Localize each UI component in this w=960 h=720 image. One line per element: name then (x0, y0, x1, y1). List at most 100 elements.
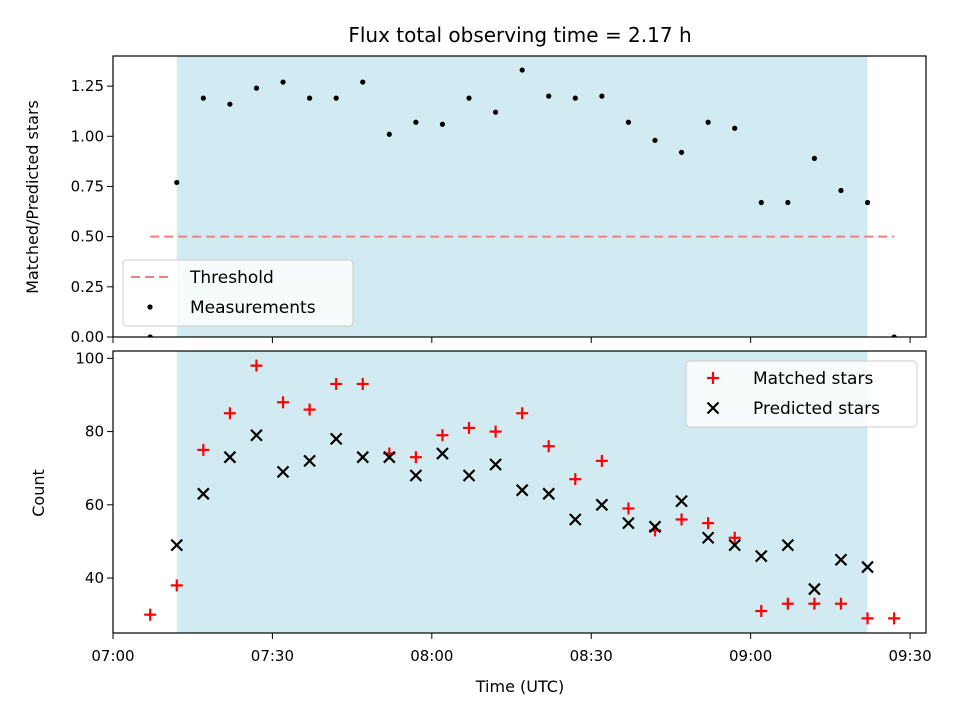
data-point (280, 79, 286, 85)
y-ticks: 0.00 0.25 0.50 0.75 1.00 1.25 (71, 77, 113, 346)
data-point (599, 93, 605, 99)
data-point (223, 407, 236, 420)
data-point (781, 538, 795, 552)
data-point (834, 553, 848, 567)
plot-area (147, 67, 897, 337)
data-point (781, 597, 794, 610)
data-point (200, 95, 206, 101)
data-point (333, 95, 339, 101)
y-tick-label: 100 (75, 349, 104, 367)
series-predicted-stars (170, 428, 874, 596)
data-point (516, 407, 529, 420)
data-point (701, 531, 715, 545)
data-point (572, 95, 578, 101)
data-point (515, 483, 529, 497)
data-point (329, 432, 343, 446)
data-point (276, 465, 290, 479)
data-point (811, 155, 818, 161)
y-tick-label: 1.25 (71, 77, 104, 95)
y-tick-label: 0.25 (71, 278, 104, 296)
data-point (622, 516, 635, 530)
plot-area (144, 359, 901, 625)
data-point (702, 517, 715, 530)
data-point (622, 502, 635, 515)
legend-handle (147, 304, 153, 310)
data-point (174, 179, 180, 186)
legend-label: Threshold (189, 268, 274, 288)
data-point (227, 101, 233, 107)
data-point (436, 429, 449, 442)
x-tick-label: 07:00 (91, 647, 134, 665)
x-tick-label: 08:30 (570, 647, 613, 665)
axes-frame (112, 350, 927, 634)
data-point (303, 454, 316, 468)
data-point (861, 560, 874, 574)
y-tick-label: 0.00 (71, 328, 104, 346)
data-point (861, 612, 874, 625)
data-point (569, 513, 582, 526)
data-point (754, 549, 768, 563)
data-point (625, 119, 632, 125)
bottom-y-axis-label: Count (29, 469, 48, 517)
data-point (864, 199, 871, 206)
data-point (838, 187, 844, 194)
data-point (170, 579, 183, 592)
data-point (463, 421, 476, 434)
x-tick-label: 07:30 (251, 647, 294, 665)
y-tick-label: 1.00 (71, 127, 104, 145)
data-point (170, 538, 184, 552)
data-point (546, 93, 552, 99)
data-point (223, 450, 237, 464)
data-point (197, 443, 210, 456)
data-point (542, 440, 555, 453)
data-point (705, 119, 711, 125)
legend-label: Matched stars (753, 369, 873, 389)
data-point (197, 487, 210, 501)
y-ticks: 40 60 80 100 (75, 349, 113, 587)
data-point (678, 149, 685, 155)
top-y-axis-label: Matched/Predicted stars (23, 100, 42, 294)
data-point (253, 85, 260, 91)
data-point (462, 469, 476, 482)
legend-box (122, 259, 354, 327)
top-panel: 0.00 0.25 0.50 0.75 1.00 1.25 Threshold Measure… (71, 55, 927, 346)
legend: Threshold Measurements (122, 259, 354, 327)
data-point (675, 513, 688, 526)
x-tick-label: 08:00 (410, 647, 453, 665)
data-point (542, 487, 556, 501)
data-point (785, 199, 791, 206)
y-tick-label: 0.75 (71, 177, 104, 195)
data-point (436, 447, 449, 460)
data-point (808, 582, 821, 596)
series-matched-stars (144, 359, 901, 625)
data-point (595, 454, 608, 467)
data-point (648, 520, 662, 534)
y-tick-label: 40 (85, 569, 104, 587)
data-point (728, 538, 741, 552)
data-point (277, 396, 290, 409)
series-measurements (147, 67, 897, 337)
data-point (250, 428, 263, 442)
data-point (409, 469, 423, 482)
data-point (888, 612, 901, 625)
legend-handle (707, 372, 719, 384)
x-ticks: 07:00 07:30 08:00 08:30 09:00 09:30 (91, 633, 932, 665)
data-point (413, 119, 419, 125)
data-point (250, 359, 263, 372)
chart-title: Flux total observing time = 2.17 h (348, 23, 691, 47)
x-ticks (112, 337, 911, 343)
data-point (383, 450, 396, 464)
data-point (569, 473, 582, 486)
legend-label: Predicted stars (753, 399, 880, 419)
data-point (386, 131, 392, 137)
data-point (755, 605, 768, 618)
data-point (409, 451, 422, 464)
y-tick-label: 60 (85, 496, 104, 514)
legend-label: Measurements (190, 298, 316, 318)
legend-box (685, 360, 918, 428)
data-point (303, 403, 316, 416)
data-point (489, 458, 502, 471)
data-point (519, 67, 525, 73)
x-axis-label: Time (UTC) (475, 677, 564, 696)
